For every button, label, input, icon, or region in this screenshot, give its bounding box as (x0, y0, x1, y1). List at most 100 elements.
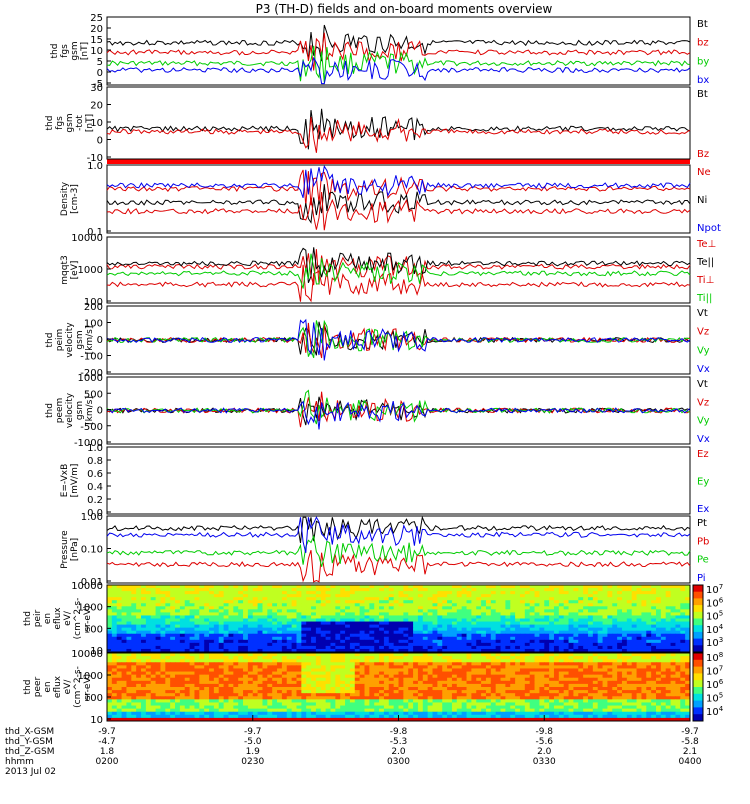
spectrogram-cell (209, 665, 214, 669)
spectrogram-cell (462, 606, 467, 610)
spectrogram-cell (112, 653, 117, 657)
spectrogram-cell (544, 690, 549, 694)
spectrogram-cell (253, 662, 258, 666)
spectrogram-cell (559, 591, 564, 595)
spectrogram-cell (384, 646, 389, 650)
spectrogram-cell (165, 668, 170, 672)
spectrogram-cell (452, 687, 457, 691)
spectrogram-cell (598, 588, 603, 592)
spectrogram-cell (564, 622, 569, 626)
spectrogram-cell (374, 678, 379, 682)
spectrogram-cell (520, 696, 525, 700)
spectrogram-cell (496, 662, 501, 666)
spectrogram-cell (306, 668, 311, 672)
spectrogram-cell (535, 675, 540, 679)
spectrogram-cell (564, 699, 569, 703)
spectrogram-cell (607, 634, 612, 638)
spectrogram-cell (544, 699, 549, 703)
spectrogram-cell (399, 628, 404, 632)
spectrogram-cell (126, 640, 131, 644)
spectrogram-cell (399, 625, 404, 629)
spectrogram-cell (117, 662, 122, 666)
spectrogram-cell (165, 609, 170, 613)
spectrogram-cell (578, 656, 583, 660)
spectrogram-cell (330, 681, 335, 685)
spectrogram-cell (175, 687, 180, 691)
spectrogram-cell (335, 672, 340, 676)
spectrogram-cell (151, 687, 156, 691)
spectrogram-cell (418, 681, 423, 685)
spectrogram-cell (428, 702, 433, 706)
spectrogram-cell (559, 678, 564, 682)
spectrogram-cell (641, 702, 646, 706)
spectrogram-cell (117, 603, 122, 607)
spectrogram-cell (491, 588, 496, 592)
spectrogram-cell (452, 702, 457, 706)
spectrogram-cell (408, 609, 413, 613)
spectrogram-cell (287, 600, 292, 604)
spectrogram-cell (228, 591, 233, 595)
spectrogram-cell (423, 693, 428, 697)
spectrogram-cell (233, 684, 238, 688)
spectrogram-cell (209, 615, 214, 619)
spectrogram-cell (107, 643, 112, 647)
spectrogram-cell (675, 609, 680, 613)
spectrogram-cell (486, 684, 491, 688)
spectrogram-cell (578, 597, 583, 601)
spectrogram-cell (539, 597, 544, 601)
spectrogram-cell (272, 672, 277, 676)
spectrogram-cell (224, 597, 229, 601)
spectrogram-cell (107, 600, 112, 604)
spectrogram-cell (262, 640, 267, 644)
spectrogram-cell (632, 653, 637, 657)
spectrogram-cell (520, 606, 525, 610)
spectrogram-cell (209, 699, 214, 703)
spectrogram-cell (491, 625, 496, 629)
spectrogram-cell (578, 588, 583, 592)
spectrogram-cell (607, 637, 612, 641)
spectrogram-cell (228, 702, 233, 706)
spectrogram-cell (194, 699, 199, 703)
spectrogram-cell (364, 615, 369, 619)
spectrogram-cell (151, 637, 156, 641)
spectrogram-cell (535, 612, 540, 616)
spectrogram-cell (292, 672, 297, 676)
spectrogram-cell (272, 594, 277, 598)
spectrogram-cell (496, 588, 501, 592)
spectrogram-cell (535, 594, 540, 598)
spectrogram-cell (287, 678, 292, 682)
spectrogram-cell (554, 585, 559, 589)
spectrogram-cell (287, 665, 292, 669)
spectrogram-cell (389, 637, 394, 641)
spectrogram-cell (569, 588, 574, 592)
spectrogram-cell (214, 656, 219, 660)
spectrogram-cell (564, 659, 569, 663)
spectrogram-cell (535, 585, 540, 589)
spectrogram-cell (199, 634, 204, 638)
spectrogram-cell (505, 684, 510, 688)
spectrogram-cell (646, 609, 651, 613)
spectrogram-cell (603, 594, 608, 598)
spectrogram-cell (335, 653, 340, 657)
spectrogram-cell (530, 665, 535, 669)
spectrogram-cell (539, 591, 544, 595)
spectrogram-cell (501, 591, 506, 595)
spectrogram-cell (520, 662, 525, 666)
spectrogram-cell (165, 619, 170, 623)
spectrogram-cell (510, 619, 515, 623)
spectrogram-cell (394, 631, 399, 635)
spectrogram-cell (399, 690, 404, 694)
spectrogram-cell (262, 612, 267, 616)
spectrogram-cell (515, 646, 520, 650)
spectrogram-cell (160, 634, 165, 638)
spectrogram-cell (330, 656, 335, 660)
spectrogram-cell (296, 625, 301, 629)
spectrogram-cell (539, 672, 544, 676)
spectrogram-cell (248, 637, 253, 641)
spectrogram-cell (632, 609, 637, 613)
spectrogram-cell (214, 702, 219, 706)
spectrogram-cell (627, 678, 632, 682)
spectrogram-cell (219, 690, 224, 694)
spectrogram-cell (452, 606, 457, 610)
spectrogram-cell (233, 675, 238, 679)
